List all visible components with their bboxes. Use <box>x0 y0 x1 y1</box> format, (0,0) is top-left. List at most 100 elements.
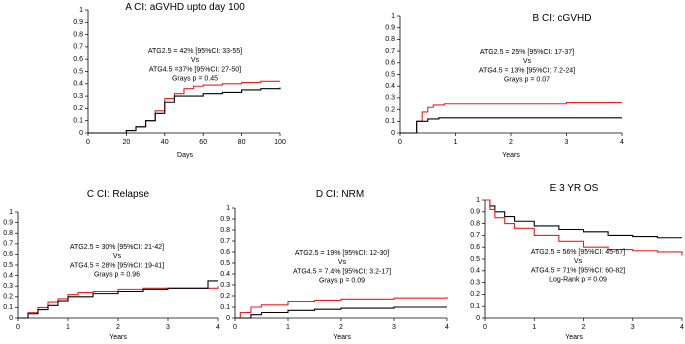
survival-curve <box>235 306 447 319</box>
y-tick-label: 1 <box>476 197 480 204</box>
x-tick-label: 0 <box>398 139 402 146</box>
annotation: Grays p = 0.07 <box>504 77 550 84</box>
y-tick-label: 0.7 <box>470 232 480 239</box>
panel-title-text: 3 YR OS <box>559 183 599 194</box>
y-tick-label: 0.4 <box>220 271 230 278</box>
y-tick-label: 0.8 <box>73 31 83 38</box>
panel: E 3 YR OS 0 0.1 0.2 0.3 0.4 0.5 0.6 0.7 0.8 0.9 1 0 1… <box>470 183 684 341</box>
y-tick-label: 0.9 <box>73 19 83 26</box>
y-tick-label: 0.1 <box>220 304 230 311</box>
panel-title-text: CI: Relapse <box>97 189 150 200</box>
y-tick-label: 0.8 <box>3 230 13 237</box>
y-tick-label: 0.9 <box>470 209 480 216</box>
y-tick-label: 0 <box>391 130 395 137</box>
y-tick-label: 0.7 <box>385 48 395 55</box>
annotation: ATG4.5 =37% [95%CI: 27-50] <box>149 66 241 73</box>
y-tick-label: 0.4 <box>470 268 480 275</box>
panel-letter: A <box>125 2 132 13</box>
x-tick-label: 0 <box>233 324 237 331</box>
annotation: ATG2.5 = 42% [95%CI: 33-55] <box>148 48 242 55</box>
x-axis-label: Years <box>333 334 351 341</box>
y-tick-label: 1 <box>79 7 83 14</box>
y-tick-label: 0.3 <box>470 279 480 286</box>
y-tick-label: 0.4 <box>385 83 395 90</box>
x-tick-label: 60 <box>199 139 207 146</box>
survival-curve <box>485 199 683 256</box>
x-tick-label: 0 <box>483 324 487 331</box>
y-tick-label: 0.1 <box>73 118 83 125</box>
y-tick-label: 0.6 <box>73 56 83 63</box>
x-tick-label: 1 <box>454 139 458 146</box>
y-tick-label: 0.6 <box>470 244 480 251</box>
y-tick-label: 0.2 <box>385 106 395 113</box>
annotation: Vs <box>338 259 347 266</box>
x-tick-label: 3 <box>392 324 396 331</box>
y-tick-label: 0 <box>226 315 230 322</box>
survival-curve <box>88 87 281 134</box>
y-tick-label: 0.6 <box>3 251 13 258</box>
annotation: ATG4.5 = 28% [95%CI: 19-41] <box>70 262 164 269</box>
y-tick-label: 0.2 <box>3 294 13 301</box>
y-tick-label: 0.6 <box>220 249 230 256</box>
x-tick-label: 3 <box>631 324 635 331</box>
x-tick-label: 3 <box>565 139 569 146</box>
x-axis-label: Days <box>177 152 193 159</box>
y-tick-label: 1 <box>226 205 230 212</box>
y-tick-label: 0.9 <box>220 216 230 223</box>
y-tick-label: 0.5 <box>220 260 230 267</box>
annotation: ATG2.5 = 56% [95%CI: 45-67] <box>531 249 625 256</box>
x-tick-label: 4 <box>620 139 624 146</box>
y-tick-label: 0.1 <box>385 118 395 125</box>
annotation: Grays p = 0.09 <box>319 278 365 285</box>
y-tick-label: 0.7 <box>73 44 83 51</box>
annotation: ATG4.5 = 7.4% [95%CI: 3.2-17] <box>293 268 391 275</box>
x-tick-label: 20 <box>123 139 131 146</box>
survival-curve <box>18 280 218 319</box>
annotation: Vs <box>574 258 583 265</box>
panel: B CI: cGVHD 0 0.1 0.2 0.3 0.4 0.5 0.6 0.7 0.8 0.9 1… <box>385 13 624 159</box>
survival-curve <box>485 199 682 239</box>
x-tick-label: 40 <box>161 139 169 146</box>
x-tick-label: 2 <box>116 324 120 331</box>
y-tick-label: 0.4 <box>73 81 83 88</box>
panel-title-text: CI: NRM <box>326 189 364 200</box>
y-tick-label: 0.9 <box>385 25 395 32</box>
y-tick-label: 1 <box>9 209 13 216</box>
y-tick-label: 0.2 <box>220 293 230 300</box>
annotation: Grays p = 0.96 <box>94 272 140 279</box>
annotation: ATG4.5 = 71% [95%CI: 60-82] <box>531 267 625 274</box>
panel: A CI: aGVHD upto day 100 0 0.1 0.2 0.3 0.4 0.5… <box>73 2 286 159</box>
annotation: Grays p = 0.45 <box>172 76 218 83</box>
y-tick-label: 0.6 <box>385 60 395 67</box>
y-tick-label: 0.3 <box>385 95 395 102</box>
x-tick-label: 100 <box>274 139 286 146</box>
y-tick-label: 0.5 <box>470 256 480 263</box>
y-tick-label: 0.8 <box>220 227 230 234</box>
panel: D CI: NRM 0 0.1 0.2 0.3 0.4 0.5 0.6 0.7 0.8 0.9 1 0 1… <box>220 189 449 341</box>
annotation: ATG2.5 = 30% [95%CI: 21-42] <box>70 244 164 251</box>
y-tick-label: 0.1 <box>470 303 480 310</box>
x-tick-label: 0 <box>16 324 20 331</box>
y-tick-label: 0.8 <box>385 36 395 43</box>
x-tick-label: 3 <box>166 324 170 331</box>
annotation: Log-Rank p = 0.09 <box>549 277 607 284</box>
annotation: ATG4.5 = 13% [95%CI: 7.2-24] <box>479 67 575 74</box>
panel-title: C CI: Relapse <box>87 189 150 200</box>
x-tick-label: 2 <box>509 139 513 146</box>
panel-letter: E <box>550 183 557 194</box>
annotation: Vs <box>523 58 532 65</box>
panel-title: E 3 YR OS <box>550 183 599 194</box>
x-axis-label: Years <box>109 334 127 341</box>
y-tick-label: 0.3 <box>3 283 13 290</box>
y-tick-label: 0.5 <box>3 262 13 269</box>
x-tick-label: 2 <box>582 324 586 331</box>
panel: C CI: Relapse 0 0.1 0.2 0.3 0.4 0.5 0.6 0.7 0.8 0.… <box>3 189 220 341</box>
x-axis-label: Years <box>502 152 520 159</box>
y-tick-label: 0.3 <box>73 93 83 100</box>
y-tick-label: 0.7 <box>220 238 230 245</box>
y-tick-label: 0.5 <box>385 71 395 78</box>
x-tick-label: 1 <box>532 324 536 331</box>
panel-letter: D <box>316 189 323 200</box>
annotation: ATG2.5 = 19% [95%CI: 12-30] <box>295 250 389 257</box>
